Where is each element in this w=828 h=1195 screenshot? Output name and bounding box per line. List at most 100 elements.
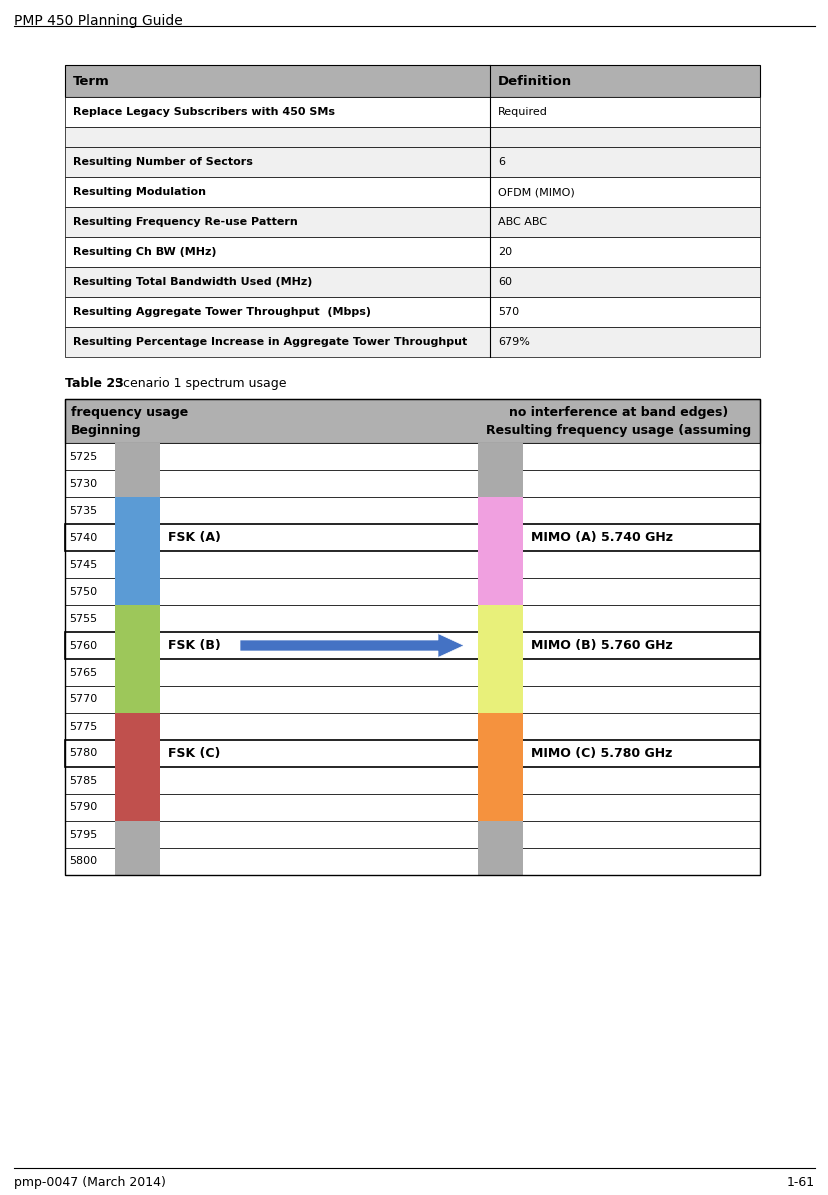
Bar (65, 237, 759, 266)
Text: Beginning: Beginning (71, 423, 142, 436)
Text: FSK (A): FSK (A) (168, 531, 220, 544)
Text: 5765: 5765 (69, 668, 97, 678)
Text: Definition: Definition (498, 74, 571, 87)
Bar (65, 470, 759, 497)
Text: pmp-0047 (March 2014): pmp-0047 (March 2014) (14, 1176, 166, 1189)
Text: FSK (B): FSK (B) (168, 639, 220, 652)
Bar (115, 523, 160, 551)
Text: Resulting Ch BW (MHz): Resulting Ch BW (MHz) (73, 247, 216, 257)
Bar (65, 578, 759, 605)
Bar (478, 821, 522, 848)
Text: 5750: 5750 (69, 587, 97, 596)
Text: 5795: 5795 (69, 829, 97, 840)
Text: Resulting frequency usage (assuming: Resulting frequency usage (assuming (486, 423, 751, 436)
Bar (478, 551, 522, 578)
FancyArrow shape (240, 633, 464, 657)
Text: Resulting Total Bandwidth Used (MHz): Resulting Total Bandwidth Used (MHz) (73, 277, 312, 287)
Text: 5745: 5745 (69, 559, 97, 570)
Bar (115, 551, 160, 578)
Bar (115, 848, 160, 875)
Text: FSK (C): FSK (C) (168, 747, 220, 760)
Text: 20: 20 (498, 247, 512, 257)
Bar (65, 177, 759, 207)
Bar (65, 767, 759, 793)
Text: 5730: 5730 (69, 478, 97, 489)
Bar (65, 399, 759, 443)
Bar (65, 298, 759, 327)
Bar (65, 551, 759, 578)
Bar (478, 848, 522, 875)
Text: OFDM (MIMO): OFDM (MIMO) (498, 186, 574, 197)
Text: Resulting Number of Sectors: Resulting Number of Sectors (73, 157, 253, 167)
Bar (478, 578, 522, 605)
Bar (115, 686, 160, 713)
Bar (65, 65, 759, 97)
Bar (478, 658, 522, 686)
Text: 5785: 5785 (69, 776, 97, 785)
Bar (115, 443, 160, 470)
Text: 5770: 5770 (69, 694, 97, 705)
Bar (478, 793, 522, 821)
Bar (65, 399, 759, 875)
Text: no interference at band edges): no interference at band edges) (508, 405, 728, 418)
Bar (65, 147, 759, 177)
Text: ABC ABC: ABC ABC (498, 217, 546, 227)
Text: 5740: 5740 (69, 533, 97, 543)
Bar (65, 97, 759, 127)
Text: 5790: 5790 (69, 803, 97, 813)
Bar (478, 740, 522, 767)
Bar (115, 632, 160, 658)
Bar (115, 605, 160, 632)
Text: Required: Required (498, 108, 547, 117)
Bar (65, 605, 759, 632)
Text: 5780: 5780 (69, 748, 97, 759)
Bar (65, 127, 759, 147)
Text: 5725: 5725 (69, 452, 97, 461)
Text: Resulting Modulation: Resulting Modulation (73, 186, 205, 197)
Text: 570: 570 (498, 307, 518, 317)
Bar (65, 686, 759, 713)
Bar (65, 327, 759, 357)
Bar (478, 767, 522, 793)
Text: 5760: 5760 (69, 641, 97, 650)
Text: 6: 6 (498, 157, 504, 167)
Bar (478, 443, 522, 470)
Bar (115, 713, 160, 740)
Bar (65, 793, 759, 821)
Text: 5735: 5735 (69, 505, 97, 515)
Bar (65, 658, 759, 686)
Bar (115, 767, 160, 793)
Bar (115, 821, 160, 848)
Text: Resulting Aggregate Tower Throughput  (Mbps): Resulting Aggregate Tower Throughput (Mb… (73, 307, 371, 317)
Text: frequency usage: frequency usage (71, 405, 188, 418)
Text: MIMO (B) 5.760 GHz: MIMO (B) 5.760 GHz (531, 639, 672, 652)
Bar (65, 821, 759, 848)
Bar (478, 632, 522, 658)
Text: PMP 450 Planning Guide: PMP 450 Planning Guide (14, 14, 182, 27)
Bar (65, 266, 759, 298)
Bar (115, 470, 160, 497)
Text: Resulting Frequency Re-use Pattern: Resulting Frequency Re-use Pattern (73, 217, 297, 227)
Text: 5775: 5775 (69, 722, 97, 731)
Bar (65, 207, 759, 237)
Bar (478, 713, 522, 740)
Bar (115, 658, 160, 686)
Bar (478, 523, 522, 551)
Text: 5755: 5755 (69, 613, 97, 624)
Text: Scenario 1 spectrum usage: Scenario 1 spectrum usage (111, 376, 286, 390)
Text: Table 23: Table 23 (65, 376, 123, 390)
Bar (65, 523, 759, 551)
Text: 679%: 679% (498, 337, 529, 347)
Bar (65, 740, 759, 767)
Bar (65, 713, 759, 740)
Text: MIMO (A) 5.740 GHz: MIMO (A) 5.740 GHz (531, 531, 672, 544)
Text: Term: Term (73, 74, 109, 87)
Bar (65, 848, 759, 875)
Bar (478, 605, 522, 632)
Bar (115, 740, 160, 767)
Text: 1-61: 1-61 (786, 1176, 814, 1189)
Bar (478, 497, 522, 523)
Text: Replace Legacy Subscribers with 450 SMs: Replace Legacy Subscribers with 450 SMs (73, 108, 335, 117)
Bar (65, 443, 759, 470)
Bar (115, 578, 160, 605)
